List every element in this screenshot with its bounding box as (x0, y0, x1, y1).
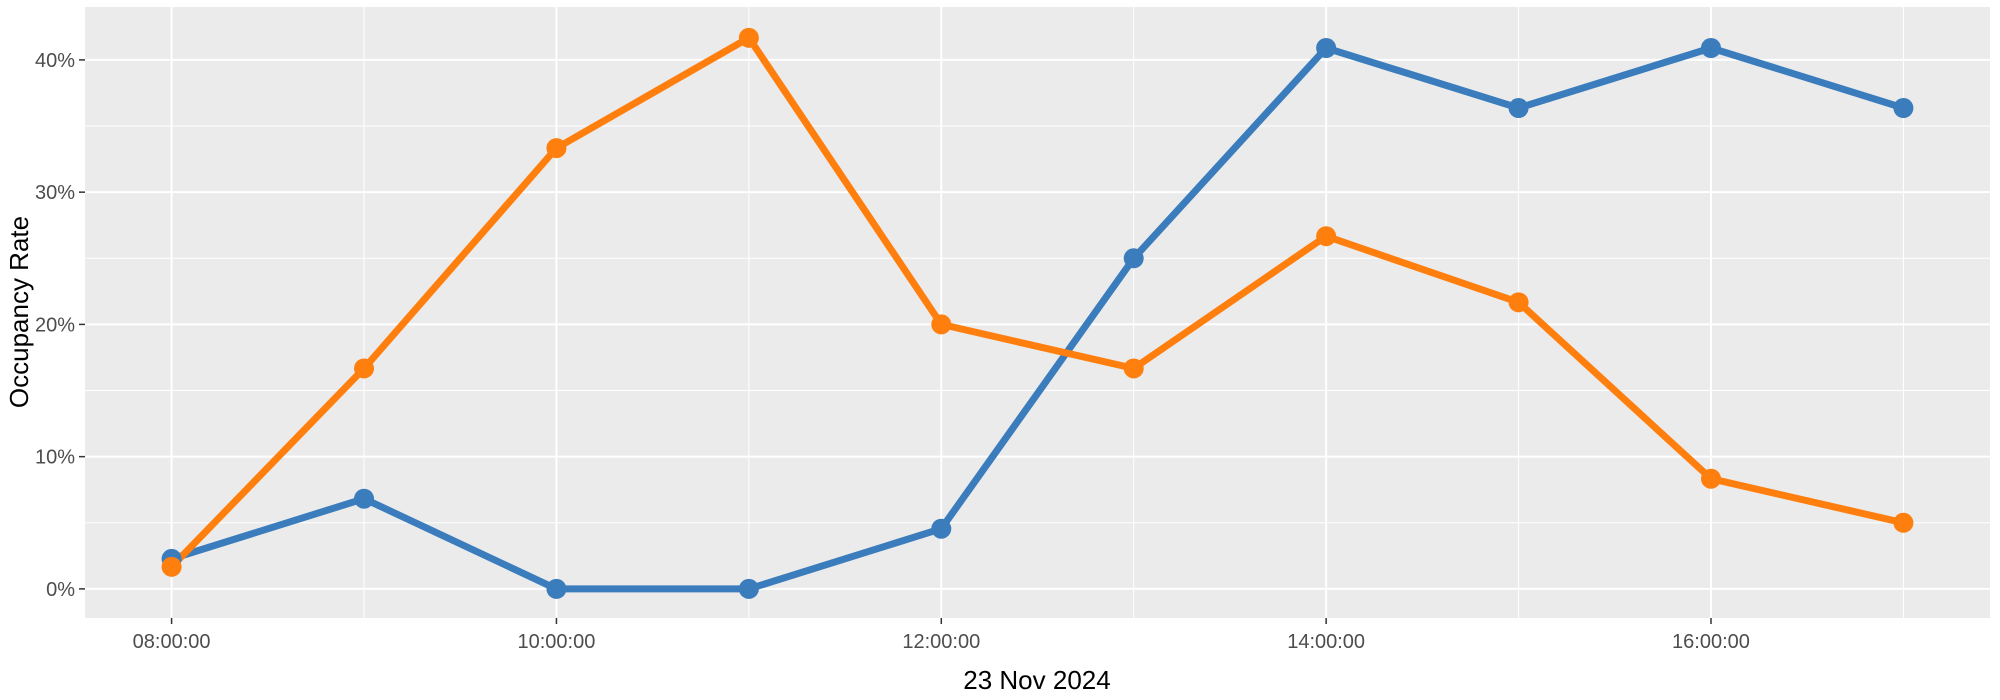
series-2-point (1700, 468, 1721, 489)
series-1-point (546, 578, 567, 599)
series-points (161, 27, 1914, 599)
y-tick-label: 20% (35, 314, 75, 336)
series-2-point (1316, 226, 1337, 247)
y-tick-label: 30% (35, 182, 75, 204)
series-2-point (738, 27, 759, 48)
y-tick-label: 0% (46, 579, 75, 601)
series-2-line (168, 34, 1907, 571)
x-axis: 08:00:00 10:00:00 12:00:00 14:00:00 16:00:00 (133, 618, 1750, 653)
y-tick-label: 40% (35, 50, 75, 72)
y-tick-label: 10% (35, 447, 75, 469)
series-2-point (1123, 358, 1144, 379)
x-tick-label: 08:00:00 (133, 631, 211, 653)
series-1-point (1700, 37, 1721, 58)
series-2-point (546, 138, 567, 159)
y-axis: 0% 10% 20% 30% 40% (35, 50, 85, 601)
series-1-point (931, 518, 952, 539)
panel-background (85, 7, 1990, 618)
series-lines (168, 34, 1907, 593)
series-1-point (354, 488, 375, 509)
series-1-point (738, 578, 759, 599)
series-2-point (161, 556, 182, 577)
series-2-point (931, 314, 952, 335)
x-tick-label: 14:00:00 (1287, 631, 1365, 653)
series-2-point (1893, 512, 1914, 533)
series-2-point (1508, 292, 1529, 313)
x-axis-title: 23 Nov 2024 (963, 665, 1110, 695)
series-1-point (1316, 37, 1337, 58)
series-2-point (354, 358, 375, 379)
series-1-point (1123, 248, 1144, 269)
x-tick-label: 10:00:00 (518, 631, 596, 653)
y-axis-title: Occupancy Rate (4, 216, 34, 408)
series-1-line (168, 44, 1907, 593)
minor-grid (85, 7, 1990, 618)
x-tick-label: 16:00:00 (1672, 631, 1750, 653)
series-1-point (1508, 98, 1529, 119)
series-1-point (1893, 98, 1914, 119)
x-tick-label: 12:00:00 (902, 631, 980, 653)
